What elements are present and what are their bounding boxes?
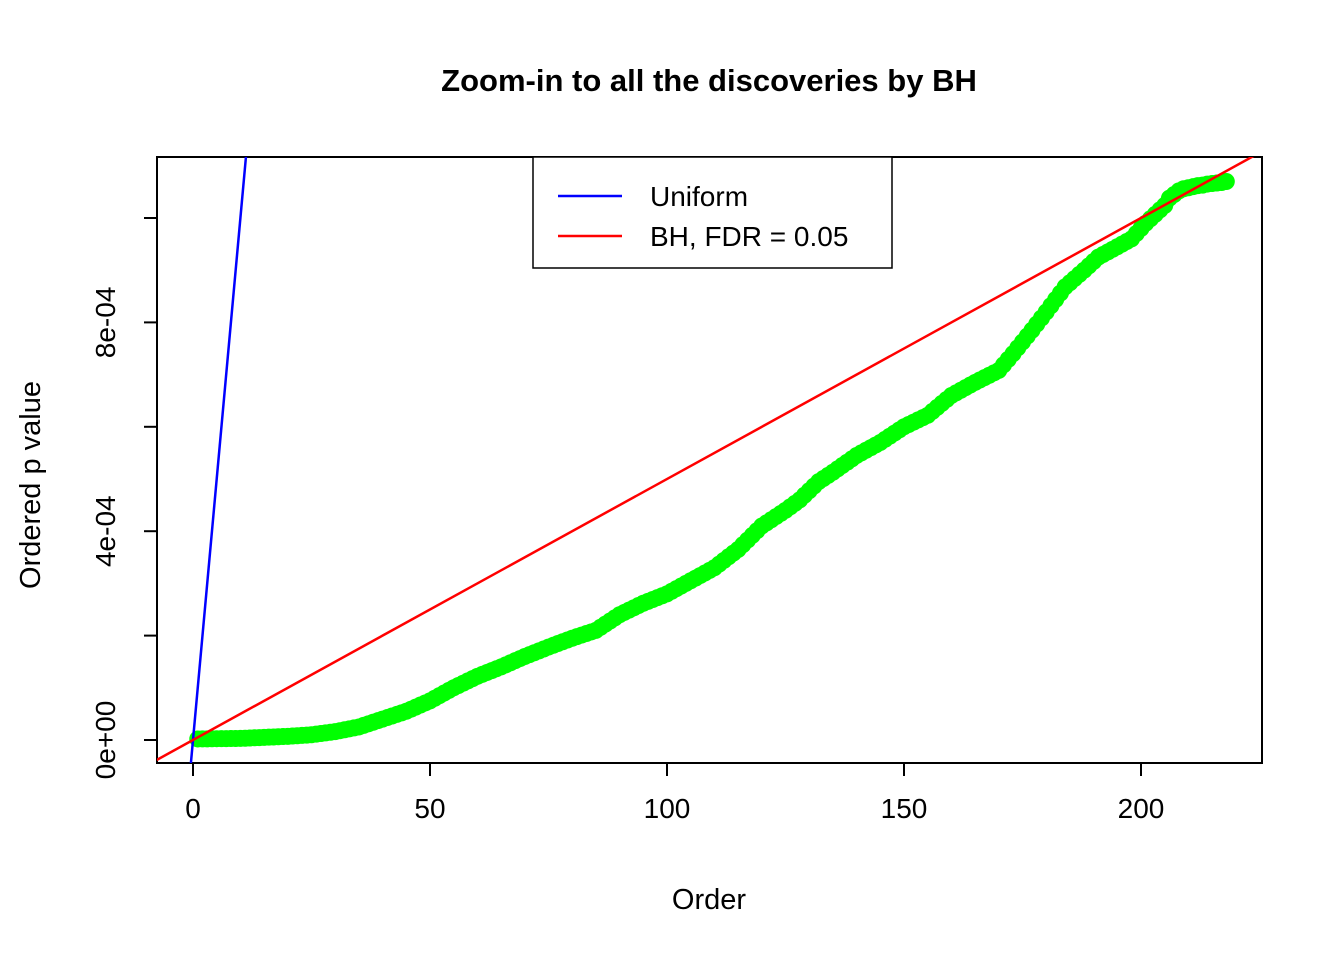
y-tick-label: 4e-04 [90, 495, 121, 567]
x-axis: 0 50 100 150 200 [185, 763, 1164, 824]
y-tick-label: 0e+00 [90, 701, 121, 780]
y-axis-title: Ordered p value [15, 381, 47, 589]
chart-title: Zoom-in to all the discoveries by BH [441, 63, 977, 98]
x-tick-label: 50 [414, 793, 445, 824]
x-axis-title: Order [672, 884, 746, 916]
pvalue-points-series [189, 172, 1235, 748]
y-axis: 0e+00 4e-04 8e-04 [90, 217, 157, 780]
legend-box [532, 156, 893, 269]
pvalue-point [1217, 172, 1235, 190]
x-tick-label: 100 [644, 793, 691, 824]
x-tick-label: 200 [1118, 793, 1165, 824]
y-tick-label: 8e-04 [90, 287, 121, 359]
x-tick-label: 0 [185, 793, 201, 824]
legend-bh-label: BH, FDR = 0.05 [650, 221, 848, 252]
legend-uniform-label: Uniform [650, 181, 748, 212]
data-layer [157, 157, 1255, 763]
legend: Uniform BH, FDR = 0.05 [532, 156, 893, 269]
bh-threshold-line [157, 157, 1255, 762]
x-tick-label: 150 [881, 793, 928, 824]
